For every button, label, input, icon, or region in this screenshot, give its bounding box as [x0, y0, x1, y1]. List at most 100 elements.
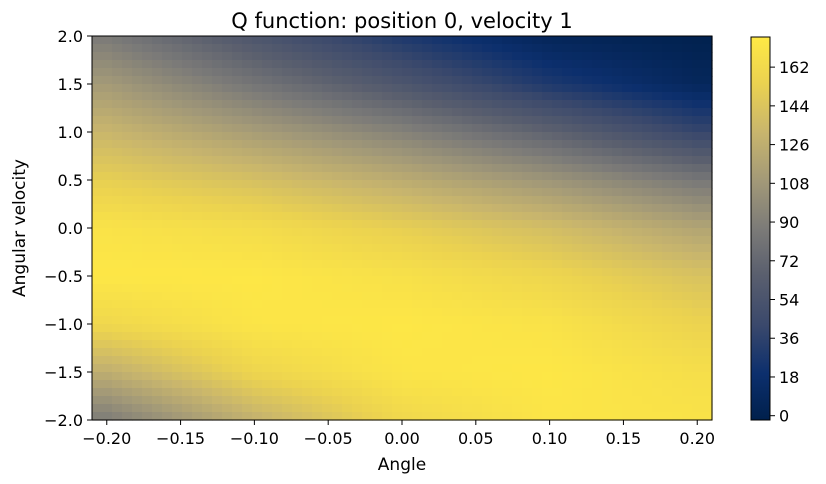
heatmap-cell [392, 292, 403, 301]
heatmap-cell [192, 316, 203, 325]
heatmap-cell [232, 188, 243, 197]
heatmap-cell [362, 100, 373, 109]
heatmap-cell [412, 316, 423, 325]
heatmap-cell [702, 308, 713, 317]
heatmap-cell [542, 404, 553, 413]
heatmap-cell [582, 244, 593, 253]
heatmap-cell [312, 180, 323, 189]
heatmap-cell [232, 76, 243, 85]
heatmap-cell [302, 196, 313, 205]
heatmap-cell [312, 68, 323, 77]
heatmap-cell [702, 196, 713, 205]
heatmap-cell [162, 276, 173, 285]
heatmap-cell [272, 236, 283, 245]
heatmap-cell [112, 252, 123, 261]
heatmap-cell [502, 252, 513, 261]
heatmap-cell [652, 308, 663, 317]
heatmap-cell [632, 380, 643, 389]
heatmap-cell [192, 260, 203, 269]
heatmap-cell [542, 276, 553, 285]
y-axis: −2.0−1.5−1.0−0.50.00.51.01.52.0 [44, 27, 92, 430]
heatmap-cell [432, 84, 443, 93]
heatmap-cell [572, 132, 583, 141]
heatmap-cell [142, 100, 153, 109]
heatmap-cell [292, 196, 303, 205]
heatmap-cell [642, 68, 653, 77]
heatmap-cell [482, 116, 493, 125]
heatmap-cell [352, 84, 363, 93]
heatmap-cell [682, 148, 693, 157]
heatmap-cell [272, 116, 283, 125]
heatmap-cell [312, 404, 323, 413]
heatmap-cell [632, 68, 643, 77]
heatmap-cell [262, 404, 273, 413]
heatmap-cell [172, 404, 183, 413]
heatmap-cell [162, 116, 173, 125]
heatmap-cell [432, 188, 443, 197]
heatmap-cell [522, 60, 533, 69]
heatmap-cell [462, 68, 473, 77]
heatmap-cell [142, 284, 153, 293]
heatmap-cell [162, 308, 173, 317]
heatmap-cell [652, 52, 663, 61]
heatmap-cell [522, 156, 533, 165]
heatmap-cell [122, 364, 133, 373]
heatmap-cell [552, 284, 563, 293]
heatmap-cell [522, 132, 533, 141]
heatmap-cell [672, 300, 683, 309]
heatmap-cell [222, 60, 233, 69]
heatmap-cell [272, 348, 283, 357]
heatmap-cell [322, 36, 333, 45]
heatmap-cell [452, 116, 463, 125]
heatmap-cell [582, 52, 593, 61]
heatmap-cell [482, 380, 493, 389]
heatmap-cell [332, 372, 343, 381]
heatmap-cell [142, 372, 153, 381]
heatmap-cell [382, 324, 393, 333]
heatmap-cell [202, 196, 213, 205]
heatmap-cell [562, 36, 573, 45]
heatmap-cell [652, 100, 663, 109]
heatmap-cell [652, 196, 663, 205]
heatmap-cell [602, 180, 613, 189]
heatmap-cell [522, 324, 533, 333]
heatmap-cell [102, 244, 113, 253]
heatmap-cell [142, 244, 153, 253]
heatmap-cell [432, 244, 443, 253]
heatmap-cell [432, 260, 443, 269]
heatmap-cell [602, 324, 613, 333]
colorbar-tick-label: 72 [779, 252, 799, 271]
heatmap-cell [282, 412, 293, 421]
heatmap-cell [262, 228, 273, 237]
heatmap-cell [602, 356, 613, 365]
heatmap-cell [692, 348, 703, 357]
heatmap-cell [702, 396, 713, 405]
heatmap-cell [442, 140, 453, 149]
heatmap-cell [592, 236, 603, 245]
heatmap-cell [702, 260, 713, 269]
heatmap-cell [612, 412, 623, 421]
heatmap-cell [412, 396, 423, 405]
heatmap-cell [302, 292, 313, 301]
heatmap-cell [572, 68, 583, 77]
heatmap-cell [302, 244, 313, 253]
heatmap-cell [572, 244, 583, 253]
heatmap-cell [162, 260, 173, 269]
heatmap-cell [212, 132, 223, 141]
heatmap-cell [592, 164, 603, 173]
heatmap-cell [452, 212, 463, 221]
heatmap-cell [592, 148, 603, 157]
heatmap-cell [262, 284, 273, 293]
heatmap-cell [112, 276, 123, 285]
heatmap-cell [422, 388, 433, 397]
heatmap-cell [422, 84, 433, 93]
heatmap-cell [362, 188, 373, 197]
heatmap-cell [572, 260, 583, 269]
heatmap-cell [592, 132, 603, 141]
heatmap-cell [222, 324, 233, 333]
heatmap-cell [362, 404, 373, 413]
heatmap-cell [282, 52, 293, 61]
heatmap-cell [692, 220, 703, 229]
heatmap-cell [562, 140, 573, 149]
heatmap-cell [352, 196, 363, 205]
